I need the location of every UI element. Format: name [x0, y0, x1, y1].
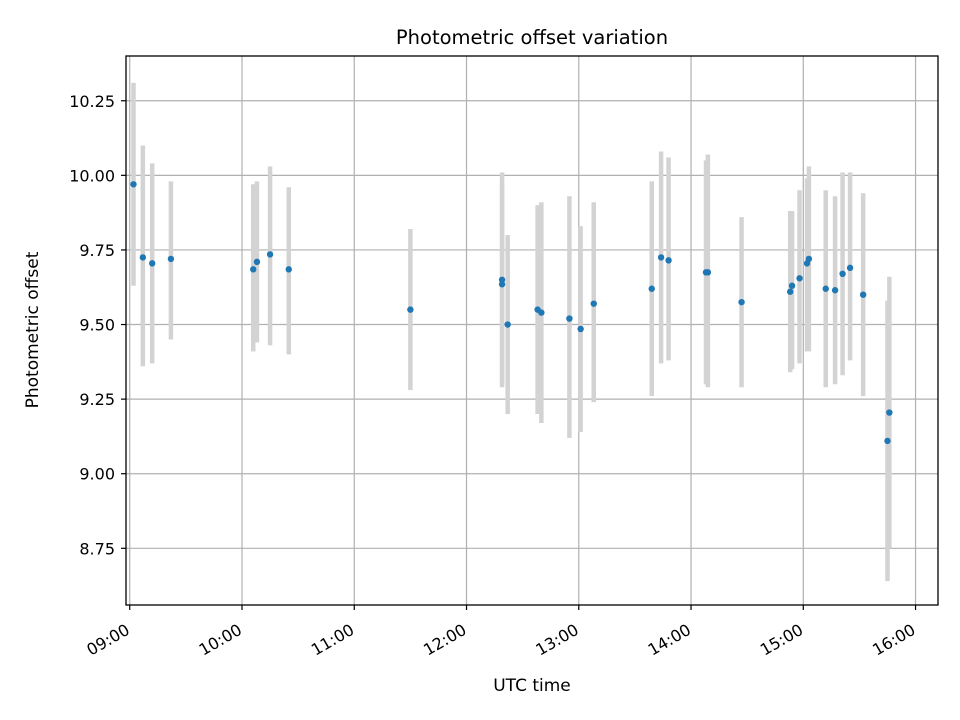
y-axis-title: Photometric offset	[23, 251, 43, 408]
data-point	[805, 255, 813, 263]
data-point	[665, 257, 672, 264]
data-point	[704, 269, 712, 276]
data-point	[831, 287, 839, 294]
data-point	[498, 281, 506, 288]
data-point	[538, 309, 545, 316]
data-point	[250, 266, 257, 273]
data-point	[590, 300, 597, 307]
data-point	[884, 437, 891, 445]
data-point	[148, 260, 156, 267]
data-point	[738, 298, 745, 306]
data-point	[407, 306, 414, 313]
data-point	[498, 276, 506, 283]
data-point	[859, 291, 867, 298]
x-axis-title: UTC time	[493, 676, 571, 696]
data-points	[130, 181, 893, 445]
y-tick-label: 9.75	[79, 241, 115, 260]
data-point	[822, 285, 829, 292]
data-point	[886, 409, 893, 416]
data-point	[266, 251, 274, 258]
data-point	[846, 264, 854, 272]
data-point	[839, 270, 846, 278]
data-point	[577, 325, 584, 333]
y-tick-label: 10.00	[69, 166, 115, 185]
data-point	[130, 181, 137, 188]
data-point	[167, 255, 175, 263]
data-point	[657, 254, 665, 261]
y-tick-label: 9.50	[79, 316, 115, 335]
data-point	[139, 254, 147, 261]
data-point	[285, 266, 292, 273]
y-tick-label: 9.25	[79, 390, 115, 409]
y-tick-label: 9.00	[79, 465, 115, 484]
plot-frame	[125, 55, 939, 606]
data-point	[648, 285, 655, 292]
data-point	[786, 288, 794, 295]
chart-title: Photometric offset variation	[396, 26, 668, 49]
data-point	[788, 282, 796, 289]
grid	[126, 56, 938, 605]
data-point	[504, 321, 511, 328]
data-point	[796, 275, 803, 282]
y-tick-label: 10.25	[69, 92, 115, 111]
y-tick-label: 8.75	[79, 539, 115, 558]
data-point	[253, 258, 261, 266]
data-point	[566, 315, 573, 322]
